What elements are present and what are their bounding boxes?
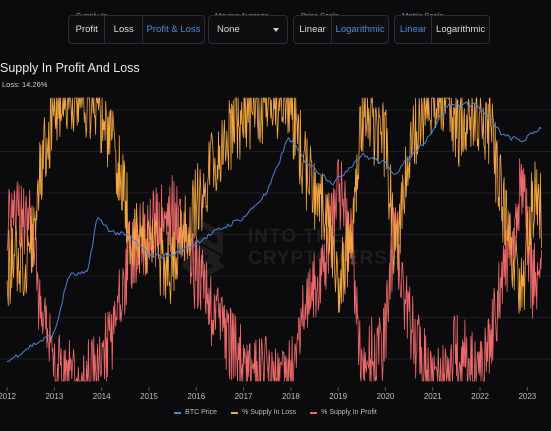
legend-swatch [310, 411, 318, 414]
moving-average-value: None [209, 16, 287, 43]
chart-title: Supply In Profit And Loss [0, 61, 140, 75]
series-line-btc-price[interactable] [7, 101, 542, 362]
legend-swatch [231, 411, 239, 414]
x-tick-label: 2019 [329, 392, 347, 401]
moving-average-select[interactable]: None [208, 15, 288, 44]
series-line-supply-in-loss[interactable] [6, 97, 542, 314]
chart-legend: BTC Price % Supply In Loss % Supply In Pro… [0, 409, 551, 416]
x-tick-label: 2020 [377, 392, 395, 401]
supply-in-profit-option[interactable]: Profit [75, 24, 98, 35]
x-tick-label: 2012 [0, 392, 17, 401]
x-tick-label: 2016 [187, 392, 205, 401]
watermark-text: INTO THE CRYPTOVERSE [248, 226, 402, 270]
chevron-down-icon [273, 27, 279, 32]
metric-scale-linear-option[interactable]: Linear [399, 24, 427, 35]
series-line-supply-in-profit[interactable] [6, 158, 542, 382]
x-tick-label: 2022 [471, 392, 489, 401]
supply-in-toggle: Profit Loss Profit & Loss [68, 15, 205, 44]
legend-item[interactable]: % Supply In Profit [310, 409, 377, 416]
legend-item[interactable]: % Supply In Loss [231, 409, 296, 416]
watermark-line1: INTO THE [248, 226, 345, 247]
price-scale-logarithmic-option[interactable]: Logarithmic [331, 16, 388, 43]
x-axis: 2012 2013 2014 2015 2016 2017 2018 2019 2020 2021… [0, 387, 537, 401]
price-scale-linear-option[interactable]: Linear [299, 24, 326, 35]
x-tick-label: 2015 [140, 392, 158, 401]
x-tick-label: 2013 [45, 392, 63, 401]
watermark-logo-icon [183, 222, 224, 278]
metric-scale-logarithmic-option[interactable]: Logarithmic [431, 16, 489, 43]
price-scale-toggle: Linear Logarithmic [293, 15, 389, 44]
metric-scale-toggle: Linear Logarithmic [394, 15, 490, 44]
x-tick-label: 2023 [518, 392, 536, 401]
moving-average-value-text: None [217, 24, 240, 35]
chart-subtitle: Loss: 14.26% [2, 80, 48, 89]
supply-in-profit-loss-option[interactable]: Profit & Loss [141, 16, 204, 43]
legend-swatch [174, 411, 182, 414]
x-tick-label: 2018 [282, 392, 300, 401]
supply-in-loss-option[interactable]: Loss [104, 16, 141, 43]
legend-label: BTC Price [185, 409, 218, 416]
legend-label: % Supply In Loss [242, 409, 297, 416]
x-tick-label: 2017 [235, 392, 253, 401]
x-tick-label: 2021 [424, 392, 442, 401]
legend-label: % Supply In Profit [321, 409, 377, 416]
x-tick-label: 2014 [93, 392, 111, 401]
grid-lines [0, 109, 551, 360]
legend-item[interactable]: BTC Price [174, 409, 217, 416]
